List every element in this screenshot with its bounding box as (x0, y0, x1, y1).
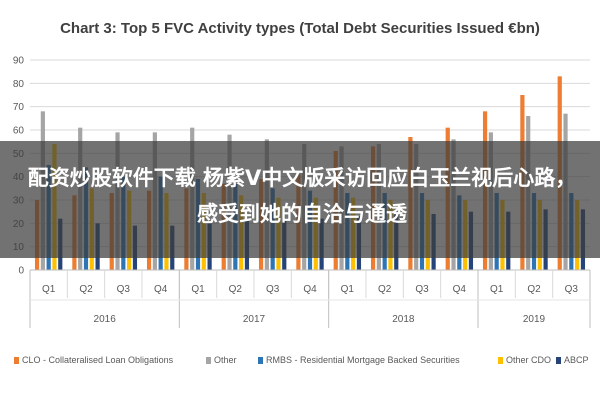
x-tick-label: Q2 (79, 284, 93, 295)
x-tick-label: Q3 (415, 284, 429, 295)
x-group-label: 2017 (243, 314, 266, 325)
caption-overlay-text: 配资炒股软件下载 杨紫V中文版采访回应白玉兰视后心路，感受到她的自洽与通透 (27, 166, 577, 226)
legend-swatch (498, 357, 503, 364)
y-tick-label: 80 (13, 79, 25, 90)
legend-label: CLO - Collateralised Loan Obligations (22, 355, 174, 365)
x-tick-label: Q3 (565, 284, 579, 295)
y-tick-label: 0 (18, 266, 24, 277)
legend: CLO - Collateralised Loan Obligations Oth… (14, 355, 589, 365)
x-tick-label: Q4 (154, 284, 168, 295)
legend-label: Other CDO (506, 355, 551, 365)
chart-title: Chart 3: Top 5 FVC Activity types (Total… (60, 20, 540, 37)
x-tick-label: Q3 (266, 284, 280, 295)
x-axis: Q1 Q2 Q3 Q4 Q1 Q2 Q3 Q4 Q1 Q2 Q3 Q4 Q1 Q2 Q3 2016 2017 20… (29, 269, 591, 328)
x-tick-label: Q1 (490, 284, 504, 295)
y-tick-label: 90 (13, 56, 25, 67)
x-tick-label: Q1 (191, 284, 205, 295)
legend-swatch (556, 357, 561, 364)
legend-label: RMBS - Residential Mortgage Backed Secur… (266, 355, 460, 365)
caption-overlay (0, 141, 600, 258)
x-group-label: 2018 (392, 314, 415, 325)
x-group-label: 2019 (523, 314, 546, 325)
x-tick-label: Q1 (341, 284, 355, 295)
x-tick-label: Q1 (42, 284, 56, 295)
x-tick-label: Q4 (453, 284, 467, 295)
x-tick-label: Q2 (527, 284, 541, 295)
y-tick-label: 70 (13, 102, 25, 113)
x-tick-label: Q4 (303, 284, 317, 295)
legend-label: Other (214, 355, 237, 365)
legend-swatch (206, 357, 211, 364)
x-tick-label: Q2 (229, 284, 243, 295)
x-tick-label: Q2 (378, 284, 392, 295)
legend-label: ABCP (564, 355, 589, 365)
x-group-label: 2016 (94, 314, 117, 325)
legend-swatch (258, 357, 263, 364)
x-tick-label: Q3 (117, 284, 131, 295)
legend-swatch (14, 357, 19, 364)
y-tick-label: 60 (13, 126, 25, 137)
